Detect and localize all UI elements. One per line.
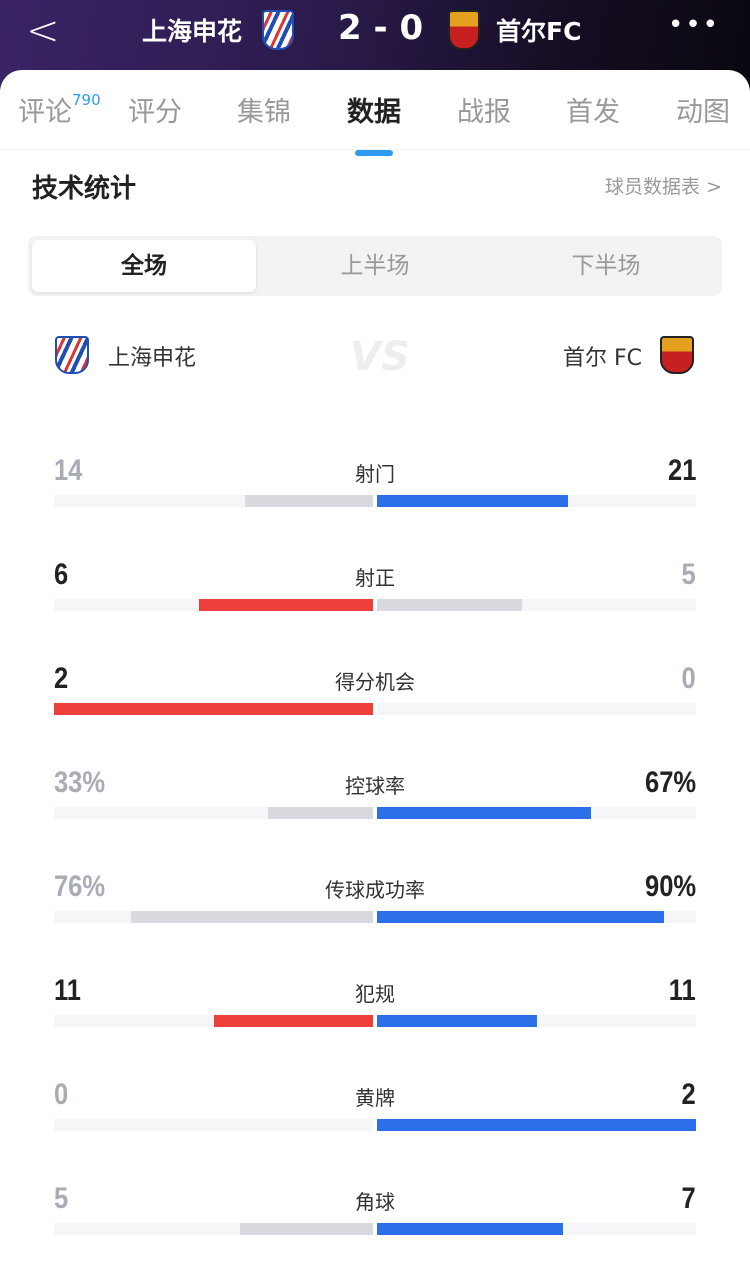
tab-data[interactable]: 数据	[347, 97, 401, 128]
away-team-label: 首尔 FC	[562, 346, 642, 371]
home-bar	[240, 1223, 373, 1235]
tab-lineup[interactable]: 首发	[566, 97, 620, 128]
away-bar	[377, 807, 591, 819]
home-value: 0	[54, 1078, 69, 1111]
home-bar	[245, 495, 373, 507]
home-team-label: 上海申花	[108, 346, 197, 371]
home-bar-track	[54, 703, 373, 715]
tab-comments[interactable]: 评论790	[18, 90, 101, 129]
tab-gifs[interactable]: 动图	[676, 97, 730, 128]
home-value: 14	[54, 454, 83, 487]
stat-label: 得分机会	[335, 670, 415, 694]
tab-label: 评论	[18, 97, 72, 128]
away-bar	[377, 599, 522, 611]
away-value: 11	[669, 974, 696, 1007]
away-bar-track	[377, 495, 696, 507]
period-first-half[interactable]: 上半场	[340, 253, 410, 279]
home-team-name: 上海申花	[142, 17, 243, 46]
section-title: 技术统计	[32, 174, 137, 204]
stat-row: 0 黄牌 2	[0, 1078, 750, 1168]
stat-label: 控球率	[345, 774, 405, 798]
away-value: 7	[681, 1182, 696, 1215]
stat-row: 76% 传球成功率 90%	[0, 870, 750, 960]
away-bar-track	[377, 807, 696, 819]
away-bar-track	[377, 703, 696, 715]
shanghai-shenhua-crest-icon	[55, 336, 89, 374]
back-icon[interactable]: <	[26, 8, 60, 54]
stat-row: 5 角球 7	[0, 1182, 750, 1272]
stat-label: 犯规	[355, 982, 395, 1006]
stat-label: 传球成功率	[325, 878, 425, 902]
away-team-name: 首尔FC	[496, 17, 582, 46]
tab-bar: 评论790 评分 集锦 数据 战报 首发 动图	[0, 90, 750, 156]
fc-seoul-crest-icon	[448, 10, 480, 50]
home-bar-track	[54, 1015, 373, 1027]
home-value: 5	[54, 1182, 69, 1215]
tab-report[interactable]: 战报	[457, 97, 511, 128]
away-bar	[377, 1015, 537, 1027]
away-value: 90%	[644, 870, 696, 903]
tab-ratings[interactable]: 评分	[128, 97, 182, 128]
more-icon[interactable]: •••	[667, 10, 720, 40]
period-full[interactable]: 全场	[32, 240, 256, 292]
home-bar-track	[54, 807, 373, 819]
home-bar-track	[54, 911, 373, 923]
away-value: 67%	[644, 766, 696, 799]
home-bar	[213, 1015, 373, 1027]
home-value: 76%	[54, 870, 106, 903]
away-bar-track	[377, 1015, 696, 1027]
stat-label: 角球	[355, 1190, 395, 1214]
home-value: 2	[54, 662, 69, 695]
home-value: 33%	[54, 766, 106, 799]
fc-seoul-crest-icon	[660, 336, 694, 374]
away-bar-track	[377, 1223, 696, 1235]
comment-count-badge: 790	[72, 91, 101, 109]
stat-row: 6 射正 5	[0, 558, 750, 648]
stat-row: 14 射门 21	[0, 454, 750, 544]
stat-label: 射正	[355, 566, 395, 590]
stat-label: 黄牌	[355, 1086, 395, 1110]
content-card: 评论790 评分 集锦 数据 战报 首发 动图 技术统计 球员数据表 > 全场 …	[0, 70, 750, 1260]
active-tab-indicator	[355, 150, 393, 156]
period-selector: 全场 上半场 下半场	[28, 236, 722, 296]
away-bar	[377, 1119, 696, 1131]
away-value: 0	[681, 662, 696, 695]
stat-row: 11 犯规 11	[0, 974, 750, 1064]
stat-label: 射门	[355, 462, 395, 486]
away-bar-track	[377, 911, 696, 923]
home-bar	[267, 807, 373, 819]
shanghai-shenhua-crest-icon	[262, 10, 294, 50]
away-value: 2	[681, 1078, 696, 1111]
away-bar	[377, 1223, 564, 1235]
home-bar	[54, 703, 373, 715]
away-value: 21	[667, 454, 696, 487]
home-bar-track	[54, 1223, 373, 1235]
home-value: 11	[54, 974, 81, 1007]
teams-row: 上海申花 VS 首尔 FC	[0, 334, 750, 380]
stat-row: 2 得分机会 0	[0, 662, 750, 752]
score: 2 - 0	[338, 8, 424, 48]
away-bar-track	[377, 599, 696, 611]
away-value: 5	[681, 558, 696, 591]
away-bar	[377, 911, 665, 923]
away-bar	[377, 495, 569, 507]
home-bar	[199, 599, 373, 611]
tab-highlights[interactable]: 集锦	[237, 97, 291, 128]
player-stats-link[interactable]: 球员数据表 >	[605, 176, 722, 198]
home-bar	[130, 911, 373, 923]
home-value: 6	[54, 558, 69, 591]
home-bar-track	[54, 495, 373, 507]
away-bar-track	[377, 1119, 696, 1131]
home-bar-track	[54, 1119, 373, 1131]
vs-icon: VS	[350, 334, 410, 380]
stat-row: 33% 控球率 67%	[0, 766, 750, 856]
period-second-half[interactable]: 下半场	[571, 253, 641, 279]
home-bar-track	[54, 599, 373, 611]
